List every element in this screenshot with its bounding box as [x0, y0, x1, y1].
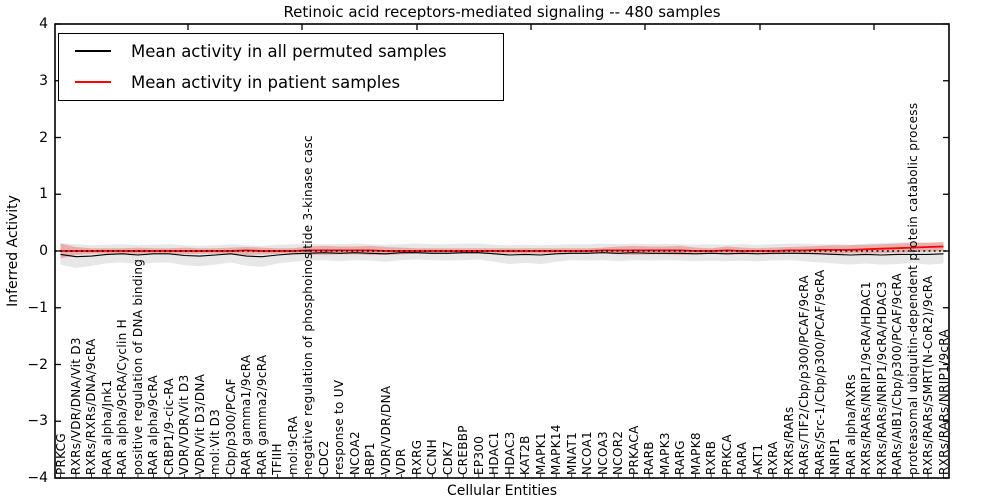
y-tick-label: 2 [39, 129, 48, 146]
x-axis-label: Cellular Entities [446, 483, 558, 499]
y-tick-label: 1 [39, 186, 48, 203]
legend-label: Mean activity in patient samples [131, 72, 401, 92]
x-tick-label: RXRs/RARs/NRIP1/9cRA/HDAC1 [859, 281, 874, 475]
x-tick-label: RAR gamma1/9cRA [239, 354, 254, 475]
x-tick-label: RARA [735, 441, 750, 475]
chart-title: Retinoic acid receptors-mediated signali… [283, 3, 721, 21]
x-tick-label: RARs/TIF2/Cbp/p300/PCAF/9cRA [797, 275, 812, 475]
legend-entry-permuted: Mean activity in all permuted samples [59, 36, 503, 66]
x-tick-label: MAPK8 [688, 432, 703, 475]
x-tick-label: HDAC1 [487, 431, 502, 475]
permuted-mean-line [60, 252, 944, 258]
x-tick-label: MNAT1 [564, 431, 579, 475]
x-tick-label: VDR/VDR/Vit D3 [177, 374, 192, 475]
x-tick-label: RARB [642, 441, 657, 475]
y-tick-label: −1 [27, 299, 48, 316]
y-tick-label: 4 [39, 16, 48, 32]
x-tick-label: RXRs/RARs [781, 406, 796, 475]
x-tick-label: RAR alpha/9cRA [146, 374, 161, 475]
x-tick-label: RBP1 [363, 442, 378, 475]
x-tick-label: negative regulation of phosphoinositide … [301, 135, 316, 475]
x-tick-label: HDAC3 [502, 431, 517, 475]
x-tick-label: RXRs/RARs/NRIP1/9cRA/HDAC3 [874, 281, 889, 475]
x-tick-label: proteasomal ubiquitin-dependent protein … [905, 102, 920, 475]
x-tick-label: MAPK14 [549, 424, 564, 475]
x-tick-label: NCOR2 [611, 430, 626, 475]
x-tick-label: EP300 [471, 435, 486, 475]
x-tick-label: VDR/VDR/DNA [378, 385, 393, 475]
x-tick-label: CREBBP [456, 425, 471, 475]
x-tick-label: MAPK1 [533, 432, 548, 475]
x-tick-label: RXRs/RARs/SMRT(N-CoR2)/9cRA [921, 275, 935, 475]
x-tick-label: KAT2B [518, 435, 533, 475]
x-tick-label: VDR/Vit D3/DNA [192, 373, 207, 475]
x-tick-label: NRIP1 [828, 437, 843, 475]
y-tick-label: −3 [27, 413, 48, 430]
x-tick-label: PRKACA [626, 425, 641, 475]
legend: Mean activity in all permuted samples Me… [58, 33, 504, 101]
x-tick-label: RAR alpha/Jnk1 [99, 379, 114, 475]
x-tick-label: NCOA3 [595, 431, 610, 475]
x-tick-label: mol:Vit D3 [208, 408, 223, 475]
x-tick-label: RARs/Src-1/Cbp/p300/PCAF/9cRA [812, 269, 827, 475]
x-tick-label: RAR gamma2/9cRA [254, 354, 269, 475]
legend-entry-patient: Mean activity in patient samples [59, 67, 503, 97]
x-tick-label: MAPK3 [657, 432, 672, 475]
y-tick-label: −2 [27, 356, 48, 373]
legend-label: Mean activity in all permuted samples [131, 41, 447, 61]
x-tick-label: VDR [394, 448, 409, 475]
patient-line-swatch [75, 81, 111, 83]
x-tick-label: RXRA [766, 441, 781, 475]
x-tick-label: CCNH [425, 439, 440, 475]
x-tick-label: NCOA1 [580, 431, 595, 475]
x-tick-label: response to UV [332, 379, 347, 475]
x-tick-label: RARs/AIB1/Cbp/p300/PCAF/9cRA [890, 272, 905, 475]
x-tick-label: CRBP1/9-cic-RA [161, 378, 176, 475]
x-tick-label: RAR alpha/9cRA/Cyclin H [115, 319, 130, 475]
x-tick-label: mol:9cRA [285, 415, 300, 475]
x-tick-label: TFIIH [270, 443, 285, 475]
x-tick-label: NCOA2 [347, 431, 362, 475]
x-tick-label: RAR alpha/RXRs [843, 374, 858, 475]
x-tick-label: RXRG [409, 439, 424, 475]
x-tick-label: PRKCG [53, 433, 68, 475]
patient-mean-line [60, 245, 944, 252]
x-tick-label: RARG [673, 440, 688, 475]
y-tick-label: −4 [27, 470, 48, 486]
x-tick-label: RXRB [704, 440, 719, 475]
x-tick-label: AKT1 [750, 443, 765, 475]
permuted-line-swatch [75, 50, 111, 52]
y-tick-label: 0 [39, 243, 48, 259]
x-tick-label: PRKCA [719, 434, 734, 475]
x-tick-label: RXRs/RARs/NRIP1/9cRA [936, 329, 951, 475]
x-tick-label: RXRs/VDR/DNA/Vit D3 [68, 337, 83, 475]
x-tick-label: CDC2 [316, 440, 331, 475]
x-tick-label: positive regulation of DNA binding [130, 258, 145, 475]
y-tick-label: 3 [39, 72, 48, 89]
x-tick-label: RXRs/RXRs/DNA/9cRA [84, 338, 99, 475]
x-tick-label: CDK7 [440, 440, 455, 475]
x-tick-label: Cbp/p300/PCAF [223, 378, 238, 475]
